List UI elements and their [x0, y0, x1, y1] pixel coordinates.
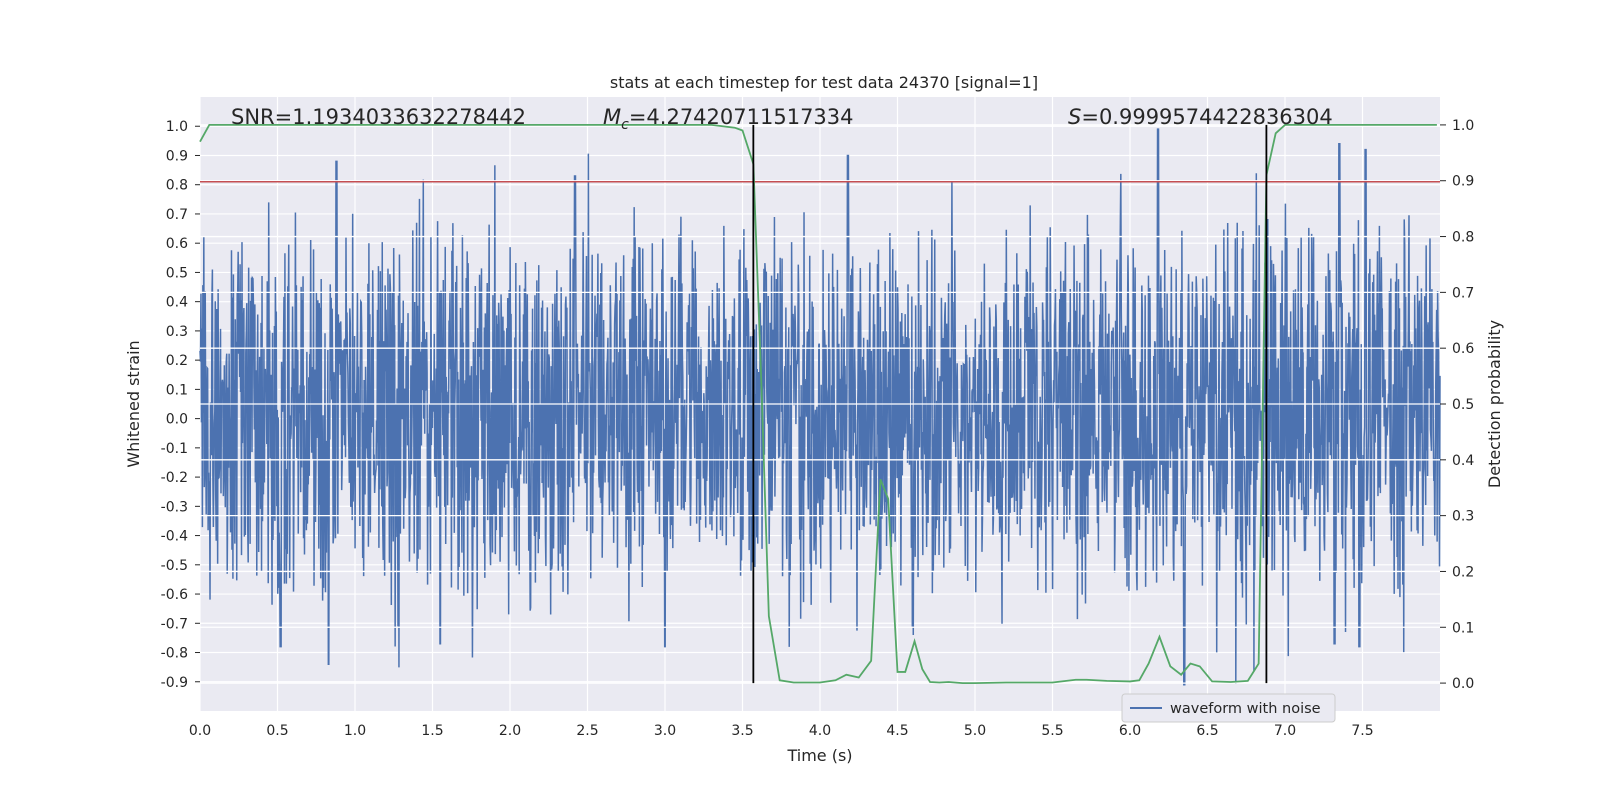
x-tick-label: 3.5: [731, 723, 753, 739]
x-tick-label: 2.5: [576, 723, 598, 739]
y2-tick-label: 0.1: [1452, 620, 1474, 636]
y2-tick-label: 1.0: [1452, 118, 1474, 134]
annotation-value: =0.9999574422836304: [1081, 105, 1332, 129]
y-tick-label: 0.5: [166, 265, 188, 281]
y-tick-label: -0.8: [161, 646, 188, 662]
y-tick-label: -0.1: [161, 441, 188, 457]
probability-series: [199, 124, 1437, 684]
x-axis-label: Time (s): [786, 746, 852, 765]
y2-tick-label: 0.2: [1452, 564, 1474, 580]
y-tick-labels: -0.9 -0.8 -0.7 -0.6 -0.5 -0.4 -0.3 -0.2 -0.1 0.0 0…: [161, 119, 200, 691]
x-tick-label: 6.0: [1119, 723, 1141, 739]
y-tick-label: -0.2: [161, 470, 188, 486]
chart-title: stats at each timestep for test data 243…: [610, 73, 1038, 92]
y2-tick-label: 0.3: [1452, 509, 1474, 525]
y-tick-label: -0.5: [161, 558, 188, 574]
probability-line: [199, 124, 1437, 684]
x-tick-label: 5.5: [1041, 723, 1063, 739]
y-axis-label: Whitened strain: [124, 340, 143, 467]
y2-tick-label: 0.4: [1452, 453, 1474, 469]
x-tick-label: 1.5: [421, 723, 443, 739]
y-tick-label: -0.9: [161, 675, 188, 691]
y2-tick-label: 0.7: [1452, 285, 1474, 301]
y-tick-label: 0.0: [166, 412, 188, 428]
annotation-variable: S: [1068, 105, 1081, 129]
legend: waveform with noise: [1121, 693, 1336, 723]
y-tick-label: 1.0: [166, 119, 188, 135]
y-tick-label: 0.9: [166, 148, 188, 164]
y-tick-label: 0.7: [166, 207, 188, 223]
y-tick-label: 0.3: [166, 324, 188, 340]
y2-tick-label: 0.6: [1452, 341, 1474, 357]
x-tick-label: 0.0: [189, 723, 211, 739]
annotation-subscript: c: [621, 117, 629, 133]
annotations: SNR=1.1934033632278442 Mc=4.2742071151733…: [231, 105, 1333, 133]
y-tick-label: 0.6: [166, 236, 188, 252]
x-tick-label: 4.0: [809, 723, 831, 739]
x-tick-label: 3.0: [654, 723, 676, 739]
y-tick-label: 0.2: [166, 353, 188, 369]
y-tick-label: 0.4: [166, 295, 188, 311]
y2-tick-labels: 0.0 0.1 0.2 0.3 0.4 0.5 0.6 0.7 0.8 0.9 1.0: [1440, 118, 1474, 692]
x-tick-label: 6.5: [1196, 723, 1218, 739]
x-tick-labels: 0.0 0.5 1.0 1.5 2.0 2.5 3.0 3.5 4.0 4.5 5.0 5.5 6.0 6…: [189, 723, 1374, 739]
legend-entry-label: waveform with noise: [1170, 701, 1321, 717]
stat-annotation: SNR=1.1934033632278442: [231, 105, 526, 129]
annotation-value: =4.27420711517334: [629, 105, 854, 129]
secondary-grid-lines: [200, 124, 1440, 684]
y-tick-label: 0.8: [166, 178, 188, 194]
x-tick-label: 2.0: [499, 723, 521, 739]
x-tick-label: 0.5: [266, 723, 288, 739]
y2-tick-label: 0.9: [1452, 174, 1474, 190]
x-tick-label: 4.5: [886, 723, 908, 739]
y-tick-label: -0.6: [161, 587, 188, 603]
x-tick-label: 5.0: [964, 723, 986, 739]
y-tick-label: -0.7: [161, 616, 188, 632]
y2-tick-label: 0.5: [1452, 397, 1474, 413]
x-tick-label: 1.0: [344, 723, 366, 739]
legend-box: [1121, 693, 1336, 723]
y2-tick-label: 0.0: [1452, 676, 1474, 692]
waveform-line: [199, 128, 1441, 686]
y-tick-label: 0.1: [166, 382, 188, 398]
waveform-series: [199, 128, 1441, 686]
y-tick-label: -0.3: [161, 499, 188, 515]
detection-boundaries: [752, 124, 1268, 684]
stat-annotation: Mc=4.27420711517334: [603, 105, 854, 133]
x-tick-label: 7.5: [1351, 723, 1373, 739]
stat-annotation: S=0.9999574422836304: [1068, 105, 1333, 129]
y2-tick-label: 0.8: [1452, 230, 1474, 246]
y2-axis-label: Detection probability: [1485, 320, 1504, 488]
y-tick-label: -0.4: [161, 529, 188, 545]
x-tick-label: 7.0: [1274, 723, 1296, 739]
annotation-variable: M: [603, 105, 621, 129]
